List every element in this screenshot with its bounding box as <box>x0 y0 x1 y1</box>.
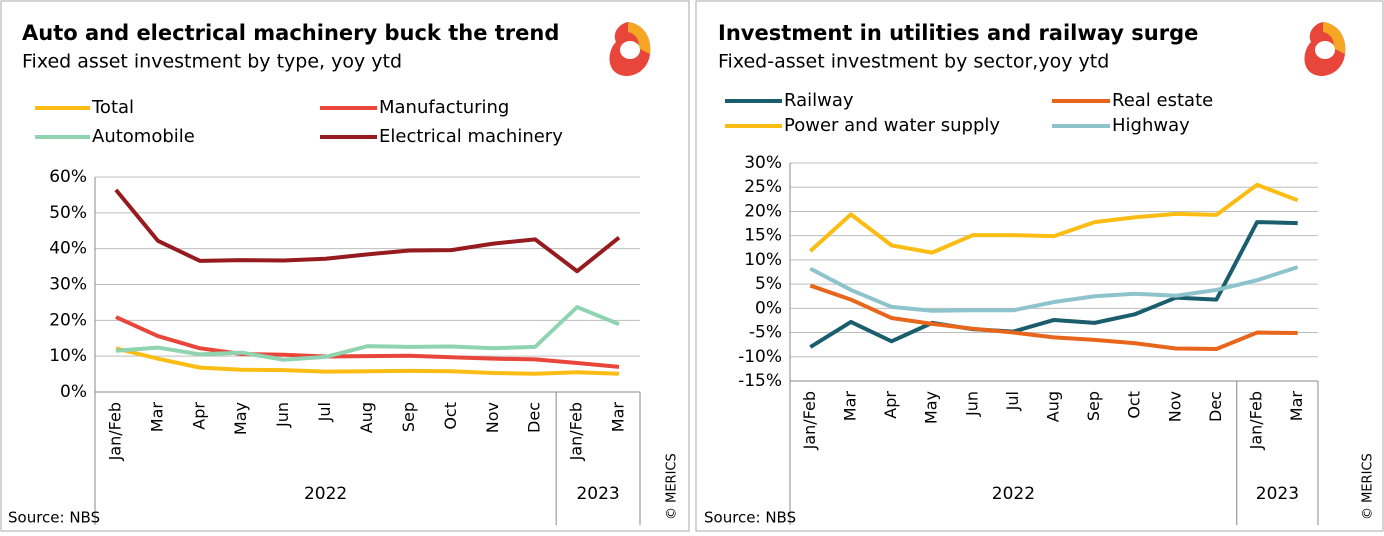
x-tick-label: Mar <box>609 402 628 433</box>
x-tick-label: May <box>922 391 941 424</box>
x-tick-label: Mar <box>840 391 859 422</box>
chart-subtitle: Fixed asset investment by type, yoy ytd <box>22 51 402 73</box>
x-tick-label: Nov <box>483 402 502 433</box>
x-tick-label: Jul <box>315 402 334 422</box>
logo <box>609 22 651 76</box>
x-tick-label: Mar <box>147 402 166 433</box>
x-tick-label: Jun <box>962 391 981 417</box>
panel-border <box>695 0 1384 532</box>
legend-label: Highway <box>1112 115 1190 136</box>
logo <box>1304 22 1346 76</box>
chart-title: Investment in utilities and railway surg… <box>718 21 1198 45</box>
x-tick-label: Jan/Feb <box>105 402 124 461</box>
x-tick-label: Oct <box>1125 391 1144 419</box>
panel-border <box>0 0 690 532</box>
chart-title: Auto and electrical machinery buck the t… <box>22 21 559 45</box>
x-group-label: 2022 <box>992 484 1035 504</box>
y-tick-label: 50% <box>49 203 87 223</box>
x-tick-label: Dec <box>525 402 544 433</box>
y-tick-label: 30% <box>744 153 782 173</box>
x-tick-label: Jun <box>273 402 292 428</box>
series-line <box>809 283 1298 352</box>
x-tick-label: Apr <box>189 402 208 430</box>
credit: © MERICS <box>1361 453 1376 520</box>
x-tick-label: Aug <box>357 402 376 433</box>
source: Source: NBS <box>8 509 100 527</box>
x-group-label: 2022 <box>304 484 347 504</box>
x-tick-label: Aug <box>1044 391 1063 422</box>
x-group-label: 2023 <box>1256 484 1299 504</box>
x-tick-label: Jan/Feb <box>800 391 819 450</box>
y-tick-label: 0% <box>60 382 87 402</box>
series-line <box>808 182 1299 255</box>
x-tick-label: Sep <box>399 402 418 432</box>
y-tick-label: 25% <box>744 177 782 197</box>
series-line <box>115 315 620 369</box>
y-tick-label: -10% <box>738 347 782 367</box>
chart-subtitle: Fixed-asset investment by sector,yoy ytd <box>718 51 1109 73</box>
series-line <box>115 305 620 362</box>
y-tick-label: -15% <box>738 371 782 391</box>
series-line <box>809 265 1299 313</box>
legend-label: Real estate <box>1112 90 1213 111</box>
y-tick-label: 0% <box>755 298 782 318</box>
y-tick-label: 15% <box>744 226 782 246</box>
series-line <box>115 346 620 376</box>
y-tick-label: 20% <box>49 310 87 330</box>
legend-label: Total <box>91 97 134 118</box>
x-tick-label: Nov <box>1165 391 1184 422</box>
series-line <box>809 220 1298 349</box>
x-tick-label: Dec <box>1206 391 1225 422</box>
legend-label: Electrical machinery <box>379 126 563 147</box>
x-tick-label: Oct <box>441 402 460 430</box>
x-tick-label: Apr <box>881 391 900 419</box>
y-tick-label: 40% <box>49 239 87 259</box>
source: Source: NBS <box>704 509 796 527</box>
legend-label: Power and water supply <box>784 115 1000 136</box>
legend-label: Manufacturing <box>379 97 509 118</box>
credit: © MERICS <box>665 453 680 520</box>
series-line <box>114 188 621 274</box>
y-tick-label: 10% <box>744 250 782 270</box>
legend-label: Railway <box>784 90 854 111</box>
legend-label: Automobile <box>92 126 195 147</box>
y-tick-label: 20% <box>744 201 782 221</box>
y-tick-label: 5% <box>755 274 782 294</box>
x-group-label: 2023 <box>576 484 619 504</box>
y-tick-label: 10% <box>49 346 87 366</box>
x-tick-label: Sep <box>1084 391 1103 421</box>
x-tick-label: Mar <box>1287 391 1306 422</box>
x-tick-label: Jul <box>1003 391 1022 411</box>
x-tick-label: Jan/Feb <box>567 402 586 461</box>
y-tick-label: -5% <box>749 323 782 343</box>
x-tick-label: Jan/Feb <box>1247 391 1266 450</box>
x-tick-label: May <box>231 402 250 435</box>
y-tick-label: 60% <box>49 167 87 187</box>
y-tick-label: 30% <box>49 275 87 295</box>
